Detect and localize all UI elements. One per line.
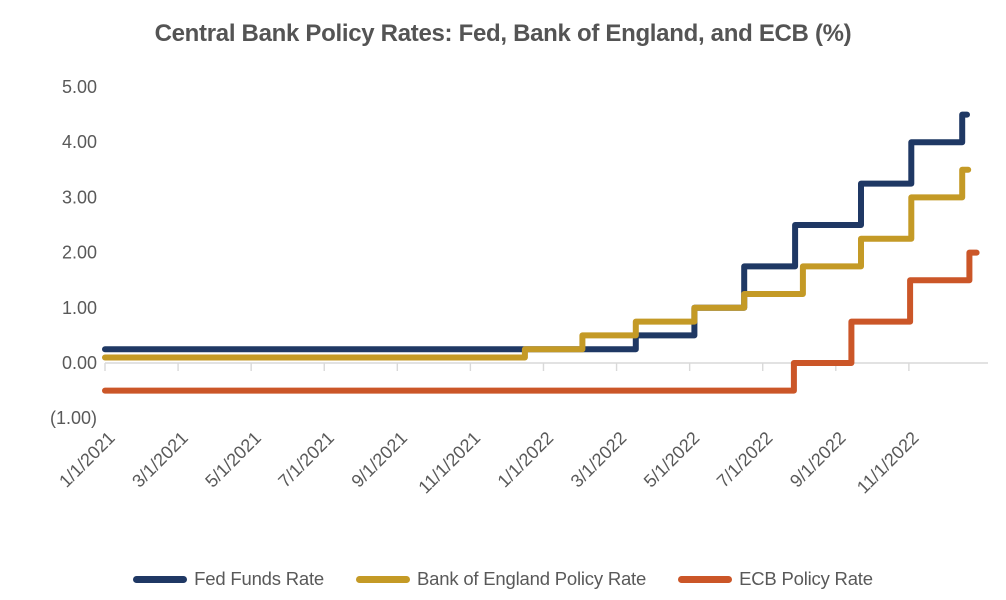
x-axis-tick-label: 11/1/2021 <box>414 428 484 498</box>
legend-swatch-ecb-policy-rate <box>678 575 733 583</box>
legend-item-ecb-policy-rate: ECB Policy Rate <box>678 568 873 590</box>
y-axis-tick-label: 0.00 <box>62 353 97 373</box>
legend-item-fed-funds-rate: Fed Funds Rate <box>133 568 324 590</box>
x-axis-tick-label: 11/1/2022 <box>853 428 923 498</box>
legend-swatch-bank-of-england-policy-rate <box>356 575 411 583</box>
x-axis-tick-label: 1/1/2021 <box>55 428 119 492</box>
ecb-policy-rate-line <box>102 249 980 394</box>
chart-title: Central Bank Policy Rates: Fed, Bank of … <box>154 20 852 47</box>
y-axis-tick-label: 1.00 <box>62 298 97 318</box>
y-axis-tick-label: (1.00) <box>50 408 97 428</box>
legend-label-bank-of-england-policy-rate: Bank of England Policy Rate <box>417 568 647 589</box>
legend-label-fed-funds-rate: Fed Funds Rate <box>194 568 325 589</box>
y-axis-tick-label: 2.00 <box>62 243 97 263</box>
x-axis-tick-label: 3/1/2022 <box>567 428 631 492</box>
legend-swatch-fed-funds-rate <box>133 575 188 583</box>
x-axis-tick-label: 7/1/2022 <box>713 428 777 492</box>
bank-of-england-policy-rate-line <box>102 166 972 361</box>
x-axis-tick-label: 9/1/2021 <box>347 428 411 492</box>
x-axis-tick-label: 1/1/2022 <box>494 428 558 492</box>
legend: Fed Funds Rate Bank of England Policy Rat… <box>0 568 1006 590</box>
x-axis-tick-label: 5/1/2022 <box>640 428 704 492</box>
x-axis-tick-label: 5/1/2021 <box>201 428 265 492</box>
y-axis-tick-label: 3.00 <box>62 187 97 207</box>
x-axis-tick-label: 7/1/2021 <box>274 428 338 492</box>
legend-label-ecb-policy-rate: ECB Policy Rate <box>739 568 873 589</box>
legend-item-bank-of-england-policy-rate: Bank of England Policy Rate <box>356 568 646 590</box>
y-axis-tick-label: 5.00 <box>62 77 97 97</box>
y-axis-tick-label: 4.00 <box>62 132 97 152</box>
fed-funds-rate-line <box>102 111 970 353</box>
x-axis-tick-label: 3/1/2021 <box>128 428 192 492</box>
x-axis-tick-label: 9/1/2022 <box>786 428 850 492</box>
